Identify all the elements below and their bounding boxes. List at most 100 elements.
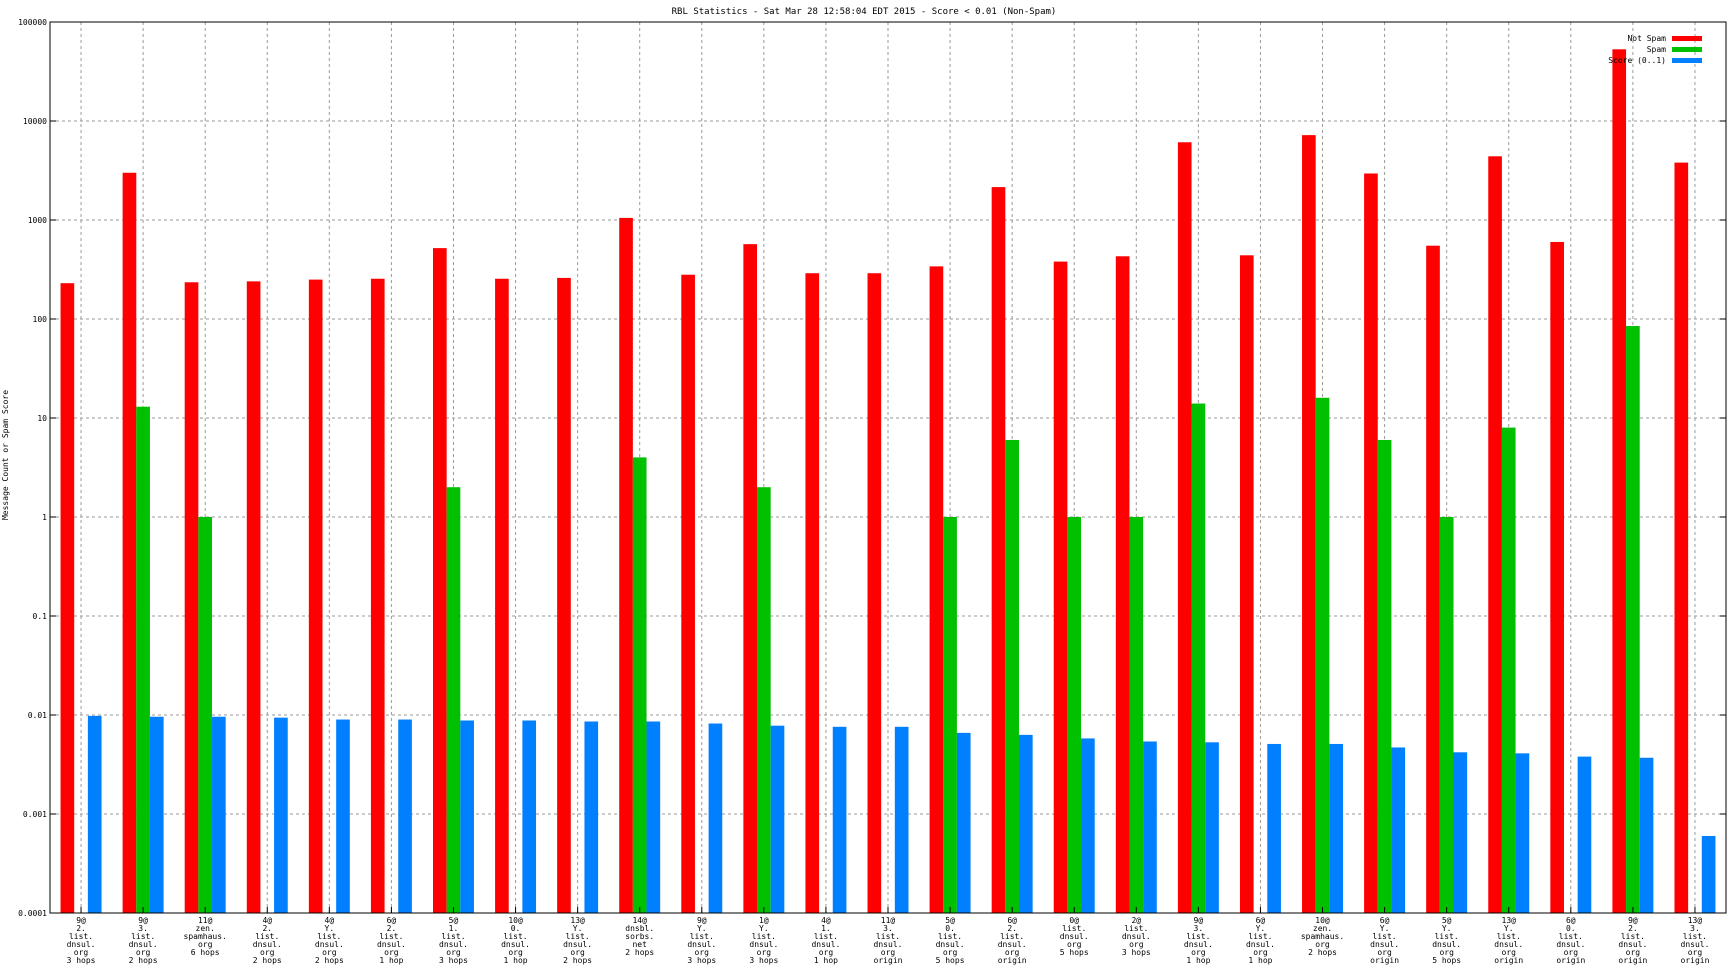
bar-not-spam: [308, 279, 323, 913]
x-tick-label: 13@ Y. list. dnsul. org 2 hops: [563, 916, 592, 965]
x-tick-label: 11@ zen. spamhaus. org 6 hops: [184, 916, 227, 957]
bar-not-spam: [557, 277, 571, 914]
x-tick-label: 1@ Y. list. dnsul. org 3 hops: [749, 916, 778, 965]
x-tick-label: 10@ zen. spamhaus. org 2 hops: [1301, 916, 1344, 957]
x-tick-label: 9@ 2. list. dnsul. org 3 hops: [67, 916, 96, 965]
bar-spam: [1377, 439, 1392, 913]
bar-spam: [1626, 325, 1640, 913]
y-tick-label: 0.1: [33, 612, 48, 621]
bar-not-spam: [1239, 255, 1254, 913]
bar-score-0-1: [1205, 742, 1219, 913]
bar-spam: [198, 517, 213, 913]
bar-spam: [1191, 403, 1206, 913]
legend-swatch: [1672, 58, 1702, 63]
x-tick-label: 0@ list. dnsul. org 5 hops: [1060, 916, 1089, 957]
bar-not-spam: [1550, 241, 1564, 914]
bar-not-spam: [1053, 261, 1068, 913]
bar-not-spam: [246, 281, 261, 913]
bar-score-0-1: [1018, 734, 1033, 913]
x-tick-label: 6@ 2. list. dnsul. org origin: [998, 916, 1027, 965]
bar-score-0-1: [1329, 743, 1344, 913]
x-tick-label: 5@ 0. list. dnsul. org 5 hops: [936, 916, 965, 965]
bar-score-0-1: [1453, 752, 1468, 913]
legend-label: Spam: [1647, 45, 1666, 54]
x-tick-label: 6@ Y. list. dnsul. org 1 hop: [1246, 916, 1275, 965]
bar-score-0-1: [770, 725, 785, 913]
bar-score-0-1: [212, 716, 226, 913]
x-tick-label: 9@ Y. list. dnsul. org 3 hops: [687, 916, 716, 965]
bar-score-0-1: [149, 716, 164, 913]
x-tick-label: 13@ 3. list. dnsul. org origin: [1681, 916, 1710, 965]
chart-title: RBL Statistics - Sat Mar 28 12:58:04 EDT…: [672, 7, 1057, 17]
bar-spam: [1315, 397, 1330, 913]
bar-spam: [1439, 517, 1454, 913]
bar-score-0-1: [336, 719, 350, 913]
x-tick-label: 13@ Y. list. dnsul. org origin: [1494, 916, 1523, 965]
axis-layer: 0.0001 0.001 0.01 0.1 1 10 100 1000 10000 100000 9…: [18, 18, 1727, 965]
bar-score-0-1: [460, 720, 474, 913]
x-tick-label: 9@ 3. list. dnsul. org 2 hops: [129, 916, 158, 965]
y-axis-label: Message Count or Spam Score: [1, 390, 10, 520]
x-tick-label: 9@ 2. list. dnsul. org origin: [1618, 916, 1647, 965]
bar-not-spam: [619, 217, 633, 914]
bars-layer: [60, 49, 1716, 914]
bar-score-0-1: [522, 720, 537, 913]
bar-not-spam: [805, 273, 820, 913]
bar-not-spam: [1674, 162, 1689, 913]
x-tick-label: 9@ 3. list. dnsul. org 1 hop: [1184, 916, 1213, 965]
bar-not-spam: [1177, 142, 1192, 914]
x-tick-label: 6@ Y. list. dnsul. org origin: [1370, 916, 1399, 965]
bar-score-0-1: [1391, 747, 1406, 913]
bar-spam: [632, 457, 647, 913]
y-tick-label: 0.0001: [18, 909, 47, 918]
bar-score-0-1: [1701, 835, 1716, 913]
legend-label: Not Spam: [1627, 34, 1666, 43]
bar-score-0-1: [584, 721, 599, 913]
bar-not-spam: [370, 278, 385, 913]
y-tick-label: 1: [42, 513, 47, 522]
bar-not-spam: [1612, 49, 1627, 913]
x-tick-label: 11@ 3. list. dnsul. org origin: [874, 916, 903, 965]
x-tick-label: 5@ 1. list. dnsul. org 3 hops: [439, 916, 468, 965]
bar-not-spam: [432, 248, 447, 913]
x-tick-label: 4@ 2. list. dnsul. org 2 hops: [253, 916, 282, 965]
y-tick-label: 0.01: [28, 711, 47, 720]
bar-spam: [136, 406, 150, 913]
legend-swatch: [1672, 47, 1702, 52]
bar-not-spam: [929, 266, 944, 914]
bar-spam: [1501, 427, 1516, 913]
bar-score-0-1: [956, 732, 971, 913]
bar-not-spam: [991, 187, 1006, 913]
y-tick-label: 100000: [18, 18, 47, 27]
bar-not-spam: [495, 278, 509, 913]
bar-not-spam: [1426, 245, 1440, 913]
bar-not-spam: [1488, 156, 1502, 913]
bar-score-0-1: [1577, 756, 1592, 913]
x-tick-label: 4@ 1. list. dnsul. org 1 hop: [811, 916, 840, 965]
bar-spam: [1067, 517, 1082, 913]
bar-score-0-1: [708, 723, 723, 913]
bar-spam: [757, 487, 771, 913]
bar-not-spam: [60, 283, 75, 913]
legend-label: Score (0..1): [1608, 56, 1666, 65]
bar-score-0-1: [274, 717, 288, 913]
x-tick-label: 4@ Y. list. dnsul. org 2 hops: [315, 916, 344, 965]
bar-score-0-1: [832, 726, 847, 913]
bar-spam: [1129, 517, 1144, 913]
bar-not-spam: [184, 282, 199, 913]
bar-score-0-1: [1081, 738, 1095, 913]
bar-not-spam: [122, 172, 137, 913]
bar-not-spam: [1302, 135, 1316, 913]
bar-not-spam: [1115, 256, 1130, 913]
bar-spam: [1005, 439, 1019, 913]
x-tick-label: 14@ dnsbl. sorbs. net 2 hops: [625, 916, 654, 957]
y-tick-label: 1000: [28, 216, 47, 225]
bar-score-0-1: [398, 719, 412, 913]
bar-not-spam: [1364, 173, 1378, 914]
x-tick-label: 6@ 2. list. dnsul. org 1 hop: [377, 916, 406, 965]
y-tick-label: 10000: [23, 117, 47, 126]
bar-not-spam: [681, 274, 695, 914]
bar-spam: [446, 487, 461, 913]
